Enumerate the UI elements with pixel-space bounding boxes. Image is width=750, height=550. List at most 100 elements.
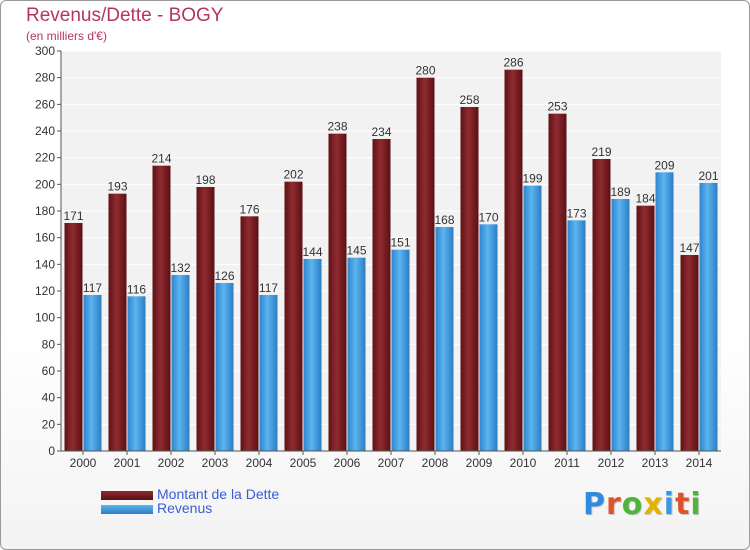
data-label-revenue: 132 bbox=[170, 261, 190, 275]
y-tick-label: 260 bbox=[35, 97, 55, 111]
data-label-revenue: 117 bbox=[83, 281, 102, 295]
data-label-revenue: 173 bbox=[566, 206, 586, 220]
data-label-debt: 171 bbox=[63, 209, 83, 223]
plot-area bbox=[61, 51, 721, 451]
proxiti-logo: Proxiti bbox=[583, 487, 702, 522]
y-tick-label: 40 bbox=[42, 391, 56, 405]
y-tick-label: 160 bbox=[35, 231, 55, 245]
logo-letter: i bbox=[663, 487, 676, 522]
legend-label-debt: Montant de la Dette bbox=[157, 486, 280, 502]
data-label-revenue: 116 bbox=[127, 282, 146, 296]
bar-debt bbox=[504, 69, 523, 452]
bar-revenue bbox=[391, 249, 410, 451]
data-label-debt: 214 bbox=[151, 152, 171, 166]
logo-letter: r bbox=[606, 487, 622, 522]
logo-letter: o bbox=[621, 487, 644, 522]
x-tick-label: 2000 bbox=[70, 456, 97, 470]
bar-debt bbox=[636, 205, 655, 451]
bar-debt bbox=[152, 165, 171, 451]
data-label-revenue: 168 bbox=[434, 213, 454, 227]
data-label-debt: 258 bbox=[459, 93, 479, 107]
x-tick-label: 2006 bbox=[334, 456, 361, 470]
x-tick-label: 2004 bbox=[246, 456, 273, 470]
data-label-debt: 193 bbox=[107, 180, 127, 194]
data-label-revenue: 126 bbox=[214, 269, 234, 283]
y-tick-label: 120 bbox=[35, 284, 55, 298]
bar-revenue bbox=[435, 227, 454, 451]
bar-revenue bbox=[523, 185, 542, 451]
data-label-debt: 280 bbox=[415, 64, 435, 78]
bar-revenue bbox=[347, 257, 366, 451]
y-tick-label: 140 bbox=[35, 257, 55, 271]
data-label-revenue: 144 bbox=[302, 245, 322, 259]
legend-swatch-revenue bbox=[101, 505, 153, 514]
bar-debt bbox=[680, 255, 699, 451]
y-tick-label: 0 bbox=[48, 444, 55, 458]
bar-debt bbox=[416, 77, 435, 452]
bar-debt bbox=[548, 113, 567, 452]
data-label-revenue: 199 bbox=[522, 172, 542, 186]
logo-letter: i bbox=[690, 487, 702, 522]
data-label-debt: 219 bbox=[591, 145, 611, 159]
bar-debt bbox=[372, 139, 391, 451]
data-label-revenue: 189 bbox=[610, 185, 630, 199]
x-tick-label: 2013 bbox=[642, 456, 669, 470]
data-label-revenue: 117 bbox=[259, 281, 278, 295]
y-tick-label: 100 bbox=[35, 311, 55, 325]
data-label-debt: 234 bbox=[371, 125, 391, 139]
data-label-revenue: 170 bbox=[478, 210, 498, 224]
y-tick-label: 300 bbox=[35, 44, 55, 58]
bar-debt bbox=[196, 187, 215, 451]
logo-letter: x bbox=[643, 487, 664, 522]
bar-revenue bbox=[611, 199, 630, 451]
bar-revenue bbox=[567, 220, 586, 451]
x-tick-label: 2012 bbox=[598, 456, 625, 470]
x-tick-label: 2011 bbox=[554, 456, 580, 470]
bar-debt bbox=[460, 107, 479, 451]
bar-revenue bbox=[699, 183, 718, 451]
data-label-revenue: 201 bbox=[698, 169, 718, 183]
bar-revenue bbox=[171, 275, 190, 451]
y-tick-label: 240 bbox=[35, 124, 55, 138]
legend-label-revenue: Revenus bbox=[157, 500, 213, 516]
data-label-revenue: 209 bbox=[654, 158, 674, 172]
x-tick-label: 2008 bbox=[422, 456, 449, 470]
legend-swatch-debt bbox=[101, 491, 153, 500]
x-tick-label: 2002 bbox=[158, 456, 185, 470]
bar-revenue bbox=[655, 172, 674, 452]
data-label-debt: 202 bbox=[283, 168, 303, 182]
x-tick-label: 2001 bbox=[114, 456, 141, 470]
y-tick-label: 280 bbox=[35, 71, 55, 85]
y-tick-label: 180 bbox=[35, 204, 55, 218]
chart-subtitle: (en milliers d'€) bbox=[26, 29, 107, 43]
y-tick-label: 220 bbox=[35, 151, 55, 165]
bar-revenue bbox=[83, 295, 102, 451]
x-tick-label: 2009 bbox=[466, 456, 493, 470]
bar-revenue bbox=[479, 224, 498, 451]
x-tick-label: 2010 bbox=[510, 456, 537, 470]
data-label-debt: 253 bbox=[547, 100, 567, 114]
logo-letter: t bbox=[675, 487, 691, 522]
bar-debt bbox=[108, 193, 127, 451]
y-tick-label: 60 bbox=[42, 364, 56, 378]
data-label-revenue: 151 bbox=[390, 236, 410, 250]
x-tick-label: 2003 bbox=[202, 456, 229, 470]
data-label-revenue: 145 bbox=[346, 244, 366, 258]
x-tick-label: 2007 bbox=[378, 456, 405, 470]
bar-debt bbox=[328, 133, 347, 451]
data-label-debt: 147 bbox=[679, 241, 699, 255]
bar-debt bbox=[284, 181, 303, 451]
x-tick-label: 2014 bbox=[686, 456, 713, 470]
chart-title: Revenus/Dette - BOGY bbox=[26, 5, 224, 26]
y-tick-label: 80 bbox=[42, 337, 56, 351]
bar-debt bbox=[240, 216, 259, 451]
data-label-debt: 238 bbox=[327, 120, 347, 134]
data-label-debt: 184 bbox=[635, 192, 655, 206]
bar-debt bbox=[64, 223, 83, 451]
bar-revenue bbox=[127, 296, 146, 451]
bar-revenue bbox=[215, 283, 234, 451]
bar-debt bbox=[592, 159, 611, 451]
x-tick-label: 2005 bbox=[290, 456, 317, 470]
data-label-debt: 286 bbox=[503, 56, 523, 70]
